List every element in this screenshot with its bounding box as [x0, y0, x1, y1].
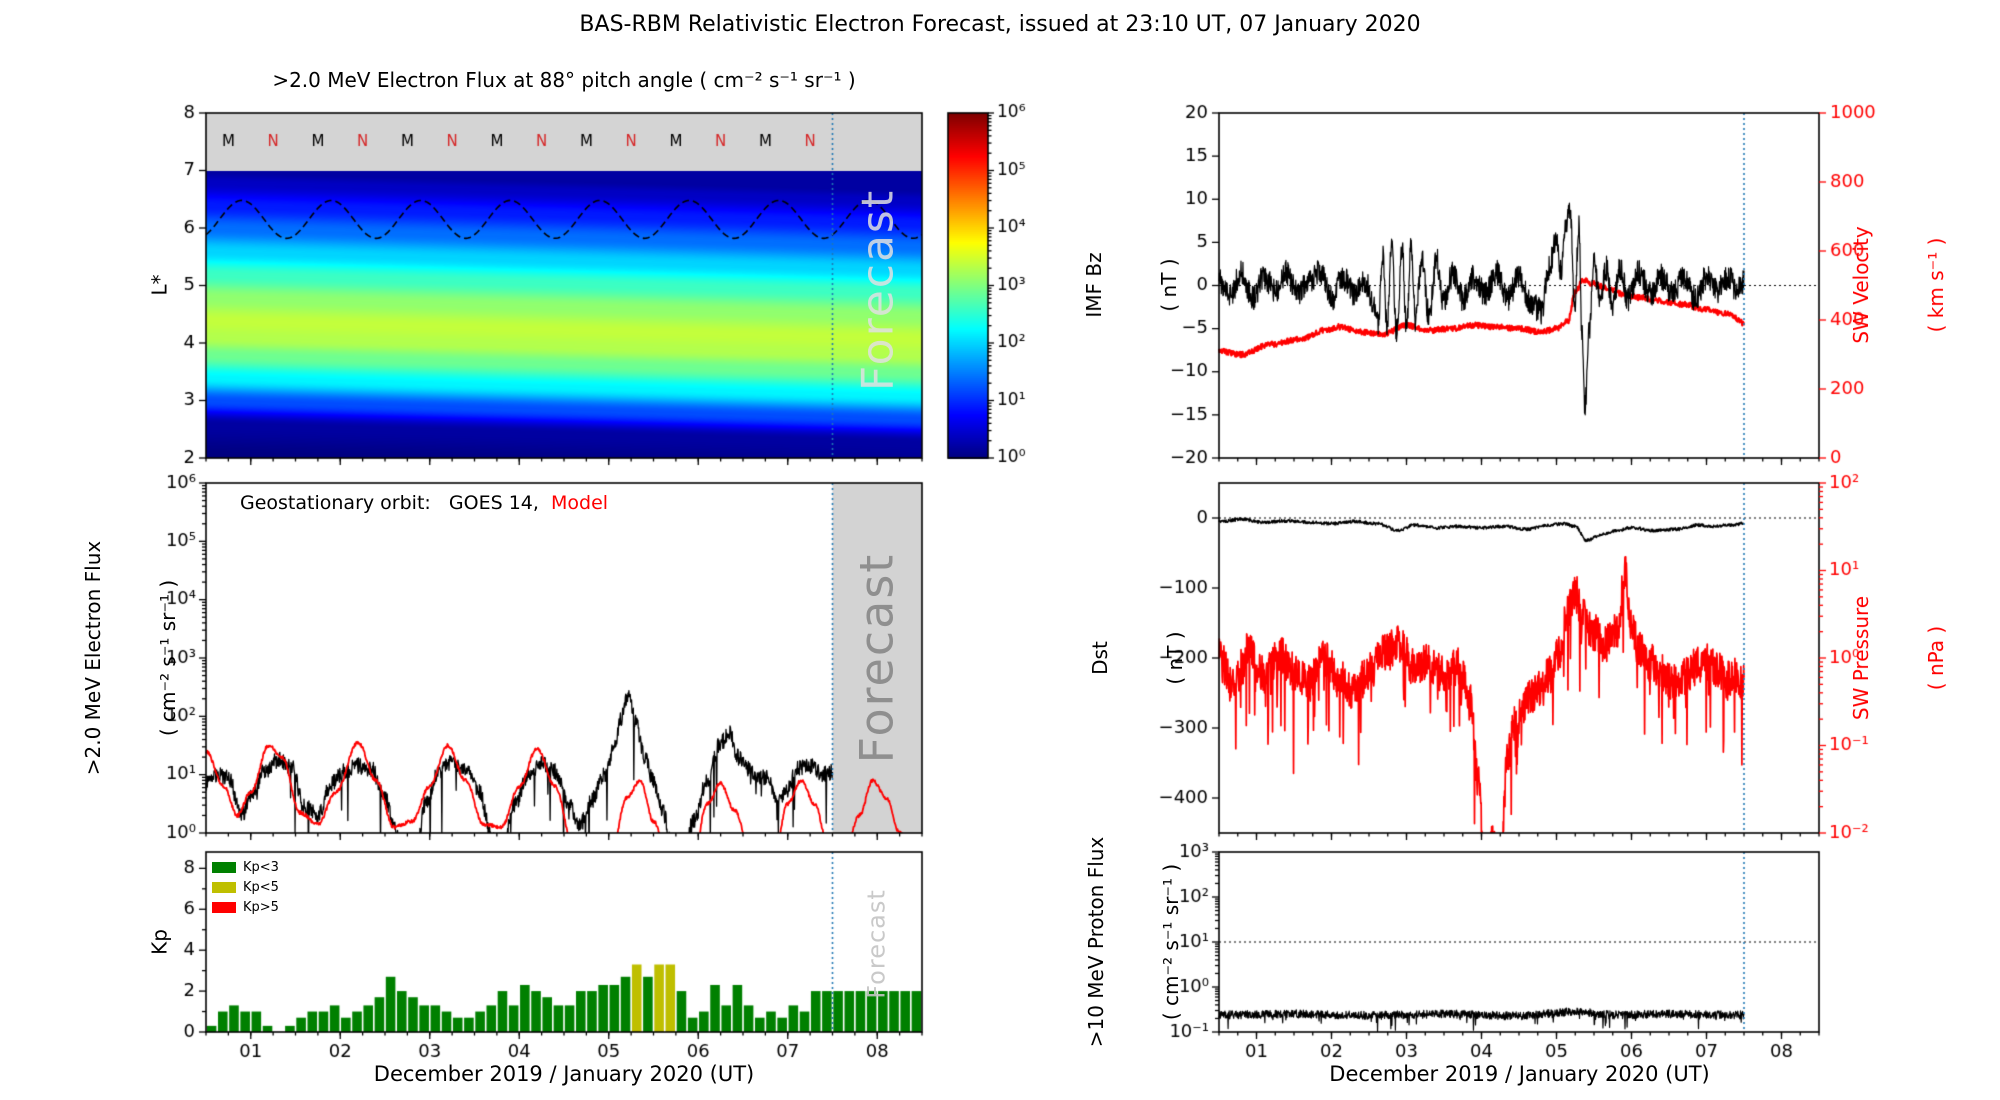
- proton-flux-axis-label-line2: ( cm⁻² s⁻¹ sr⁻¹ ): [1159, 863, 1183, 1021]
- proton-flux-panel: [1149, 838, 1897, 1066]
- forecast-watermark-kp: Forecast: [862, 889, 891, 999]
- sw-pressure-axis-label-line2: ( nPa ): [1924, 625, 1948, 691]
- kp-legend-label-red: Kp>5: [243, 899, 279, 915]
- imf-sw-velocity-panel: [1149, 99, 1897, 492]
- dst-axis-label-line2: ( nT ): [1163, 631, 1187, 685]
- imf-bz-axis-label-line1: IMF Bz: [1082, 252, 1106, 318]
- heatmap-title: >2.0 MeV Electron Flux at 88° pitch angl…: [272, 68, 856, 92]
- geostationary-orbit-annotation: Geostationary orbit: GOES 14, Model: [240, 492, 608, 514]
- imf-bz-axis-label-line2: ( nT ): [1157, 258, 1181, 312]
- forecast-watermark-electron-flux: Forecast: [849, 552, 904, 764]
- proton-flux-axis-label-line1: >10 MeV Proton Flux: [1084, 836, 1108, 1048]
- sw-velocity-axis-label-line2: ( km s⁻¹ ): [1924, 237, 1948, 333]
- kp-legend-label-yellow: Kp<5: [243, 879, 279, 895]
- kp-legend: Kp<3 Kp<5 Kp>5: [212, 857, 279, 917]
- annotation-prefix: Geostationary orbit: GOES 14,: [240, 492, 551, 514]
- goes-electron-flux-panel: [136, 469, 1000, 867]
- electron-flux-heatmap-panel: [136, 99, 1000, 492]
- electron-flux-axis-label-line1: >2.0 MeV Electron Flux: [81, 540, 105, 776]
- kp-legend-swatch-red: [212, 901, 236, 913]
- annotation-model-label: Model: [551, 492, 609, 514]
- electron-flux-axis-label-line2: ( cm⁻² s⁻¹ sr⁻¹ ): [156, 579, 180, 737]
- sw-velocity-axis-label: SW Velocity ( km s⁻¹ ): [1799, 226, 1999, 343]
- sw-velocity-axis-label-line1: SW Velocity: [1849, 226, 1873, 344]
- lstar-axis-label: L*: [147, 274, 172, 296]
- flux-colorbar: [940, 99, 1050, 492]
- kp-index-panel: [136, 838, 1000, 1066]
- imf-bz-axis-label: IMF Bz ( nT ): [1032, 252, 1232, 317]
- x-axis-label-right: December 2019 / January 2020 (UT): [1329, 1062, 1710, 1086]
- kp-legend-row-green: Kp<3: [212, 857, 279, 877]
- kp-legend-row-red: Kp>5: [212, 897, 279, 917]
- figure-title: BAS-RBM Relativistic Electron Forecast, …: [579, 12, 1421, 37]
- kp-legend-label-green: Kp<3: [243, 859, 279, 875]
- dst-axis-label: Dst ( nT ): [1038, 631, 1238, 684]
- kp-legend-swatch-yellow: [212, 881, 236, 893]
- sw-pressure-axis-label: SW Pressure ( nPa ): [1799, 596, 1999, 720]
- kp-legend-row-yellow: Kp<5: [212, 877, 279, 897]
- kp-legend-swatch-green: [212, 861, 236, 873]
- proton-flux-axis-label: >10 MeV Proton Flux ( cm⁻² s⁻¹ sr⁻¹ ): [1034, 837, 1234, 1048]
- forecast-watermark-heatmap: Forecast: [852, 188, 904, 392]
- electron-flux-axis-label: >2.0 MeV Electron Flux ( cm⁻² s⁻¹ sr⁻¹ ): [31, 541, 231, 775]
- sw-pressure-axis-label-line1: SW Pressure: [1849, 595, 1873, 721]
- x-axis-label-left: December 2019 / January 2020 (UT): [373, 1062, 755, 1086]
- dst-axis-label-line1: Dst: [1088, 641, 1112, 675]
- kp-axis-label: Kp: [147, 929, 172, 955]
- dst-sw-pressure-panel: [1149, 469, 1897, 867]
